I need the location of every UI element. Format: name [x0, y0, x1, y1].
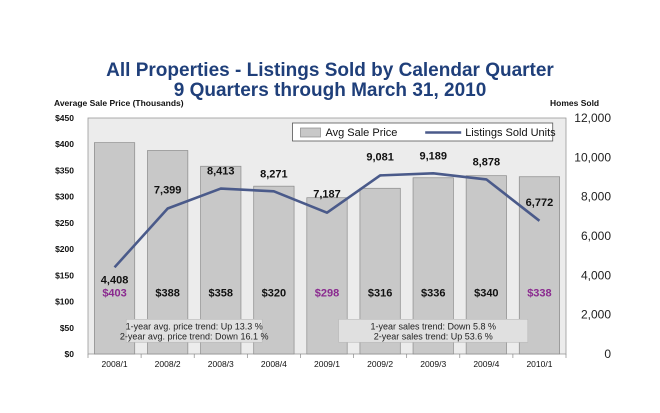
left-tick-label: $200	[55, 244, 74, 254]
right-axis-title: Homes Sold	[550, 98, 599, 108]
trend-note-line: 1-year avg. price trend: Up 13.3 %	[126, 321, 263, 331]
trend-note-box	[125, 318, 263, 343]
units-value-label: 6,772	[526, 197, 554, 209]
trend-note-box	[338, 318, 529, 343]
right-tick-label: 10,000	[574, 150, 611, 164]
left-tick-label: $400	[55, 139, 74, 149]
bar-value-label: $320	[262, 287, 286, 299]
right-tick-label: 4,000	[581, 268, 611, 282]
trend-note-line: 2-year sales trend: Up 53.6 %	[374, 331, 493, 341]
right-tick-label: 2,000	[581, 308, 611, 322]
x-tick-label: 2010/1	[526, 359, 552, 369]
chart-subtitle: 9 Quarters through March 31, 2010	[174, 80, 487, 101]
bar	[94, 142, 136, 355]
left-tick-label: $0	[65, 349, 75, 359]
x-tick-label: 2009/4	[473, 359, 499, 369]
right-tick-label: 12,000	[574, 111, 611, 125]
left-tick-label: $300	[55, 192, 74, 202]
left-tick-label: $450	[55, 113, 74, 123]
units-value-label: 8,271	[260, 168, 288, 180]
units-value-label: 8,413	[207, 166, 235, 178]
bar-value-label: $338	[527, 287, 551, 299]
legend-swatch-bar	[300, 127, 321, 138]
bar-value-label: $358	[209, 287, 233, 299]
legend-label-line: Listings Sold Units	[465, 127, 556, 139]
x-tick-label: 2008/3	[208, 359, 234, 369]
left-tick-label: $100	[55, 297, 74, 307]
x-tick-label: 2008/4	[261, 359, 287, 369]
units-value-label: 9,189	[419, 150, 447, 162]
bar-value-label: $316	[368, 287, 392, 299]
bar-value-label: $403	[102, 287, 126, 299]
left-tick-label: $150	[55, 270, 74, 280]
legend-label-bar: Avg Sale Price	[325, 127, 397, 139]
notes-layer: 1-year avg. price trend: Up 13.3 %2-year…	[120, 318, 529, 343]
units-value-label: 4,408	[101, 274, 129, 286]
bar-value-label: $340	[474, 287, 498, 299]
trend-note-line: 1-year sales trend: Down 5.8 %	[370, 321, 496, 331]
x-tick-label: 2009/1	[314, 359, 340, 369]
right-tick-label: 6,000	[581, 229, 611, 243]
bar-value-label: $298	[315, 287, 339, 299]
axes-layer: $0 $50 $100 $150 $200 $250 $300 $350 $400 $450 0 2,…	[55, 111, 611, 369]
left-tick-label: $250	[55, 218, 74, 228]
units-value-label: 8,878	[473, 156, 501, 168]
right-tick-label: 0	[604, 347, 611, 361]
legend: Avg Sale Price Listings Sold Units	[292, 122, 556, 142]
units-value-label: 7,399	[154, 184, 182, 196]
bar-value-label: $336	[421, 287, 445, 299]
line-layer: 4,408 7,399 8,413 8,271 7,187 9,081 9,189 8,878…	[101, 150, 553, 286]
x-tick-label: 2009/3	[420, 359, 446, 369]
bar-value-label: $388	[155, 287, 179, 299]
legend-box	[292, 122, 554, 142]
right-tick-label: 8,000	[581, 190, 611, 204]
trend-note-line: 2-year avg. price trend: Down 16.1 %	[120, 331, 269, 341]
x-tick-label: 2009/2	[367, 359, 393, 369]
units-value-label: 7,187	[313, 189, 341, 201]
x-tick-label: 2008/2	[155, 359, 181, 369]
left-tick-label: $350	[55, 165, 74, 175]
units-value-label: 9,081	[366, 151, 394, 163]
chart-title: All Properties - Listings Sold by Calend…	[106, 60, 554, 81]
units-line	[113, 171, 541, 269]
left-axis-title: Average Sale Price (Thousands)	[54, 98, 184, 108]
left-tick-label: $50	[60, 323, 74, 333]
x-tick-label: 2008/1	[102, 359, 128, 369]
